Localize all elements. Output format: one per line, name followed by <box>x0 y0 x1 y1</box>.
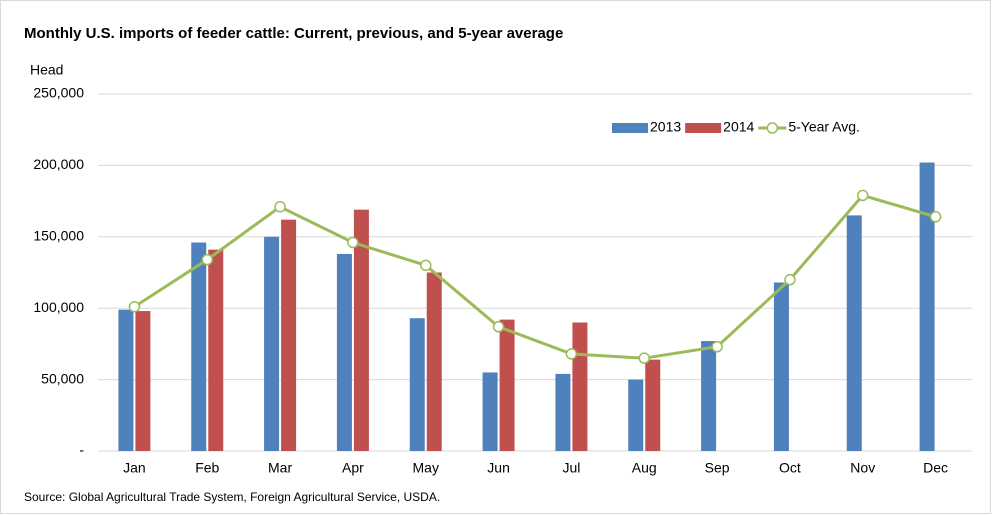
bar <box>773 282 789 451</box>
legend-swatch <box>612 123 648 133</box>
bar <box>281 219 297 451</box>
bar <box>336 253 352 451</box>
x-tick-label: Oct <box>779 460 801 476</box>
x-tick-label: Jun <box>487 460 510 476</box>
bar <box>499 319 515 451</box>
bar <box>118 309 134 451</box>
bar <box>426 272 442 451</box>
y-tick-label: 200,000 <box>33 156 84 172</box>
legend-label: 2013 <box>650 119 681 135</box>
legend-label: 5-Year Avg. <box>788 119 860 135</box>
line-marker <box>857 189 869 202</box>
bar <box>919 162 935 451</box>
x-tick-label: Jul <box>562 460 580 476</box>
bar <box>264 236 280 451</box>
legend-swatch <box>766 122 779 134</box>
line-marker <box>565 348 578 360</box>
line-marker <box>128 301 141 313</box>
bar <box>572 322 588 451</box>
line-marker <box>929 211 942 223</box>
x-tick-label: Nov <box>850 460 875 476</box>
x-tick-label: May <box>413 460 439 476</box>
bar <box>628 379 644 451</box>
bar <box>208 249 224 451</box>
line-marker <box>784 273 796 286</box>
bar <box>191 242 207 451</box>
line-marker <box>638 352 650 364</box>
line-marker <box>201 253 213 266</box>
legend-label: 2014 <box>723 119 754 135</box>
y-tick-label: - <box>79 442 84 458</box>
bar <box>409 318 425 451</box>
line-marker <box>492 321 505 333</box>
bar <box>353 209 369 451</box>
bar <box>135 311 151 451</box>
y-tick-label: 100,000 <box>33 299 84 315</box>
bar <box>555 373 571 451</box>
bar <box>701 341 717 451</box>
y-tick-label: 150,000 <box>33 228 84 244</box>
line-marker <box>347 236 359 249</box>
line-marker <box>274 201 286 213</box>
x-tick-label: Sep <box>705 460 730 476</box>
x-tick-label: Mar <box>268 460 292 476</box>
line-marker <box>420 259 432 272</box>
x-tick-label: Aug <box>632 460 657 476</box>
y-tick-label: 250,000 <box>33 85 84 101</box>
x-tick-label: Jan <box>123 460 146 476</box>
source-note: Source: Global Agricultural Trade System… <box>24 490 440 504</box>
x-tick-label: Dec <box>923 460 948 476</box>
bar <box>645 359 661 451</box>
x-tick-label: Apr <box>342 460 364 476</box>
bar <box>846 215 862 451</box>
y-axis-label: Head <box>30 62 63 78</box>
bar <box>482 372 498 451</box>
legend-swatch <box>685 123 722 133</box>
y-tick-label: 50,000 <box>41 370 84 386</box>
line-marker <box>711 341 723 353</box>
x-tick-label: Feb <box>195 460 219 476</box>
line <box>133 193 937 360</box>
chart-title: Monthly U.S. imports of feeder cattle: C… <box>24 25 563 42</box>
